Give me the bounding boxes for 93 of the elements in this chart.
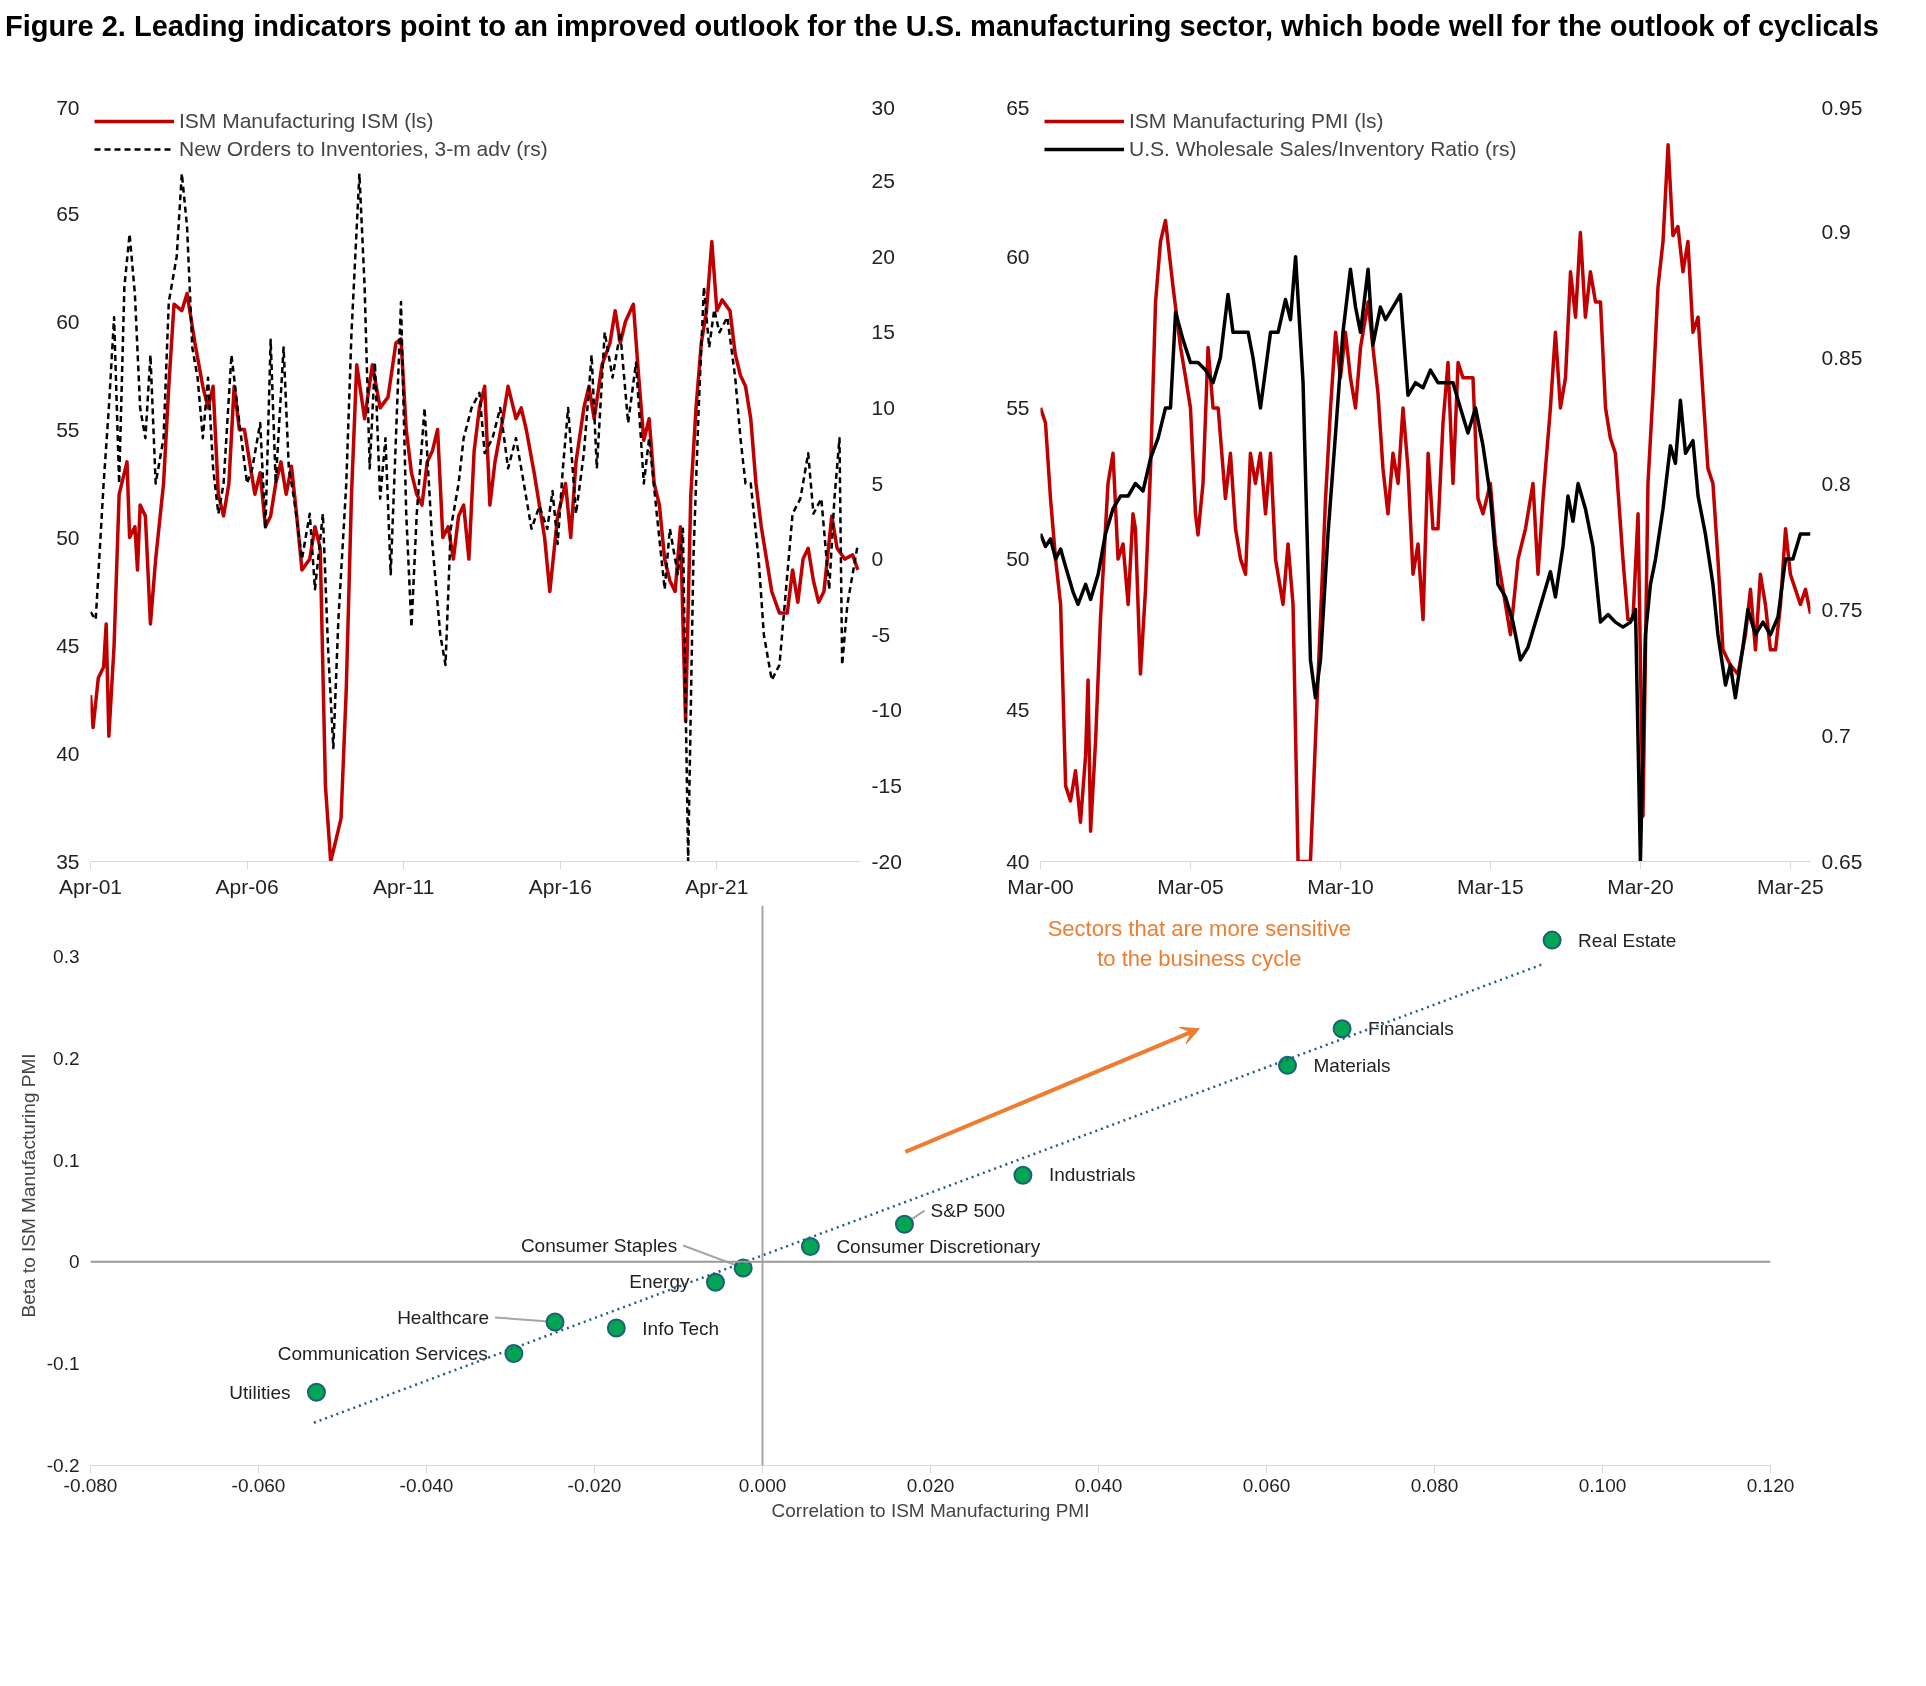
y2-tick-label: -20 <box>871 849 902 873</box>
data-label: Consumer Discretionary <box>836 1236 1041 1258</box>
y-tick-label: 40 <box>56 741 80 765</box>
y-tick-label: 55 <box>56 417 80 441</box>
y2-tick-label: 20 <box>871 244 895 268</box>
y-tick-label: 40 <box>1006 849 1030 873</box>
y2-tick-label: 30 <box>871 95 895 119</box>
y-tick-label: 50 <box>1006 547 1030 571</box>
data-label: Consumer Staples <box>520 1235 678 1256</box>
x-tick-label: -0.060 <box>231 1474 286 1496</box>
x-tick-label: Apr-11 <box>372 874 435 898</box>
y-tick-label: -0.1 <box>46 1353 80 1375</box>
x-tick-label: 0.000 <box>738 1474 787 1496</box>
y-axis-title: Beta to ISM Manufacturing PMI <box>17 1053 39 1318</box>
x-tick-label: 0.100 <box>1578 1474 1627 1496</box>
x-tick-label: Mar-10 <box>1307 874 1374 898</box>
point <box>1542 930 1562 950</box>
y2-tick-label: -5 <box>871 622 891 646</box>
x-tick-label: Mar-15 <box>1457 874 1524 898</box>
y-tick-label: 0.3 <box>53 945 80 967</box>
point <box>1278 1055 1297 1075</box>
x-tick-label: Apr-06 <box>215 874 279 898</box>
data-label: Info Tech <box>642 1317 720 1339</box>
data-label: Utilities <box>229 1381 291 1403</box>
y2-tick-label: 0.75 <box>1821 597 1863 621</box>
data-label: Financials <box>1368 1018 1454 1040</box>
y2-tick-label: -15 <box>871 773 902 797</box>
point <box>606 1318 626 1338</box>
y2-tick-label: 5 <box>871 471 884 495</box>
line-series <box>1040 254 1811 862</box>
point <box>1332 1019 1352 1039</box>
y-tick-label: 0.2 <box>53 1047 80 1069</box>
y2-tick-label: -10 <box>871 698 902 722</box>
y-tick-label: 45 <box>56 633 80 657</box>
annotation: Sectors that are more sensitive to the business cycle <box>1047 915 1351 971</box>
y-tick-label: 50 <box>56 525 80 549</box>
data-label: Materials <box>1313 1054 1391 1076</box>
y-tick-label: 60 <box>1006 244 1030 268</box>
x-tick-label: Mar-25 <box>1757 874 1824 898</box>
x-tick-label: 0.120 <box>1746 1474 1795 1496</box>
y-tick-label: 65 <box>1006 95 1030 119</box>
point <box>306 1382 326 1402</box>
y-tick-label: 0 <box>68 1251 80 1273</box>
y2-tick-label: 0.95 <box>1821 95 1863 119</box>
y-tick-label: 35 <box>56 849 80 873</box>
y2-tick-label: 0.7 <box>1821 723 1851 747</box>
data-label: Communication Services <box>277 1343 488 1364</box>
x-tick-label: 0.080 <box>1410 1474 1459 1496</box>
y2-tick-label: 0.65 <box>1821 849 1863 873</box>
data-label: Healthcare <box>397 1307 490 1328</box>
x-tick-label: Mar-20 <box>1607 874 1674 898</box>
point <box>1013 1165 1033 1185</box>
x-tick-label: 0.060 <box>1242 1474 1291 1496</box>
y-tick-label: 70 <box>56 95 80 119</box>
x-tick-label: Apr-21 <box>685 874 749 898</box>
y2-tick-label: 0.8 <box>1821 471 1851 495</box>
x-axis-title: Correlation to ISM Manufacturing PMI <box>771 1499 1090 1521</box>
legend-label: ISM Manufacturing ISM (ls) <box>179 109 434 133</box>
x-tick-label: -0.080 <box>63 1474 118 1496</box>
x-tick-label: -0.020 <box>567 1474 622 1496</box>
x-tick-label: 0.040 <box>1074 1474 1123 1496</box>
data-label: Industrials <box>1048 1164 1136 1186</box>
legend-label: New Orders to Inventories, 3-m adv (rs) <box>179 137 548 161</box>
y2-tick-label: 15 <box>871 320 895 344</box>
data-label: Real Estate <box>1578 929 1677 951</box>
y2-tick-label: 0 <box>871 547 884 571</box>
y-tick-label: 65 <box>56 201 80 225</box>
x-tick-label: Mar-00 <box>1007 874 1074 898</box>
y2-tick-label: 0.85 <box>1821 345 1863 369</box>
x-tick-label: Mar-05 <box>1157 874 1224 898</box>
legend-label: U.S. Wholesale Sales/Inventory Ratio (rs) <box>1129 137 1517 161</box>
data-label: Energy <box>629 1271 690 1292</box>
x-tick-label: Apr-01 <box>58 874 123 898</box>
y2-tick-label: 10 <box>871 395 895 419</box>
legend-label: ISM Manufacturing PMI (ls) <box>1129 109 1384 133</box>
y-tick-label: 55 <box>1006 395 1030 419</box>
x-tick-label: Apr-16 <box>528 874 592 898</box>
x-tick-label: -0.040 <box>399 1474 454 1496</box>
y-tick-label: 45 <box>1006 698 1030 722</box>
line-series <box>1040 143 1811 862</box>
point <box>545 1312 565 1332</box>
y2-tick-label: 0.9 <box>1821 219 1851 243</box>
point <box>800 1237 820 1257</box>
y-tick-label: -0.2 <box>46 1455 80 1476</box>
text: Figure 2. Leading indicators point to an improved outlook for the U.S. manufacturing sector, which bode well for the outlook of cyclicals <box>5 9 1879 44</box>
point <box>894 1214 914 1234</box>
y-tick-label: 0.1 <box>53 1149 80 1171</box>
y-tick-label: 60 <box>56 309 80 333</box>
data-label: S&P 500 <box>930 1200 1006 1222</box>
point <box>504 1344 524 1363</box>
point <box>705 1272 725 1292</box>
y2-tick-label: 25 <box>871 169 895 193</box>
x-tick-label: 0.020 <box>906 1474 955 1496</box>
